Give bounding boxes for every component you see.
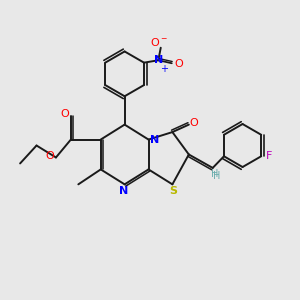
Text: O: O bbox=[190, 118, 199, 128]
Text: N: N bbox=[119, 186, 129, 196]
Text: O: O bbox=[174, 59, 183, 69]
Text: H: H bbox=[211, 169, 218, 179]
Text: O: O bbox=[61, 109, 69, 119]
Text: +: + bbox=[160, 64, 168, 74]
Text: N: N bbox=[151, 134, 160, 145]
Text: S: S bbox=[169, 186, 177, 196]
Text: F: F bbox=[266, 151, 272, 161]
Text: O$^-$: O$^-$ bbox=[150, 36, 168, 48]
Text: N: N bbox=[154, 55, 163, 65]
Text: O: O bbox=[46, 151, 54, 161]
Text: H: H bbox=[214, 171, 221, 181]
